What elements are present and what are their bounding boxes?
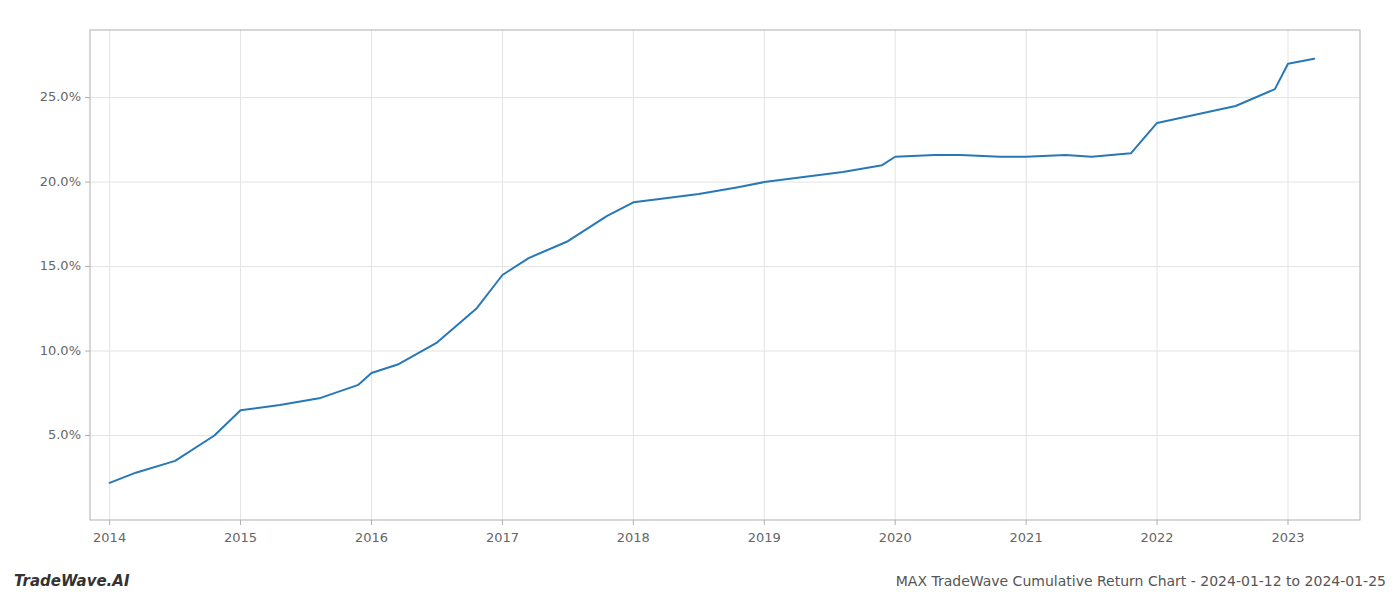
x-tick-label: 2017 — [486, 530, 519, 545]
x-tick — [895, 520, 896, 525]
y-grid-line — [90, 351, 1360, 352]
x-grid-line — [1157, 30, 1158, 520]
x-tick-label: 2021 — [1010, 530, 1043, 545]
x-tick — [1287, 520, 1288, 525]
y-tick — [85, 97, 90, 98]
y-tick-label: 25.0% — [40, 89, 81, 104]
ticks: 5.0% 10.0% 15.0% 20.0% 25.0% 2014 2015 2016 2017… — [40, 89, 1305, 545]
x-tick — [109, 520, 110, 525]
y-grid-line — [90, 435, 1360, 436]
series — [110, 59, 1315, 483]
x-grid-line — [633, 30, 634, 520]
x-tick — [633, 520, 634, 525]
x-tick-label: 2020 — [879, 530, 912, 545]
watermark: TradeWave.AI — [14, 572, 130, 590]
line — [110, 59, 1315, 483]
x-tick — [764, 520, 765, 525]
grid — [90, 30, 1360, 520]
chart: 5.0% 10.0% 15.0% 20.0% 25.0% 2014 2015 2016 2017… — [0, 0, 1400, 600]
background — [0, 0, 1400, 600]
x-grid-line — [1287, 30, 1288, 520]
y-grid-line — [90, 97, 1360, 98]
y-grid-line — [90, 182, 1360, 183]
title: MAX TradeWave Cumulative Return Chart - … — [896, 573, 1386, 589]
y-tick — [85, 351, 90, 352]
x-tick — [240, 520, 241, 525]
x-tick-label: 2015 — [224, 530, 257, 545]
x-tick-label: 2019 — [748, 530, 781, 545]
x-tick-label: 2014 — [93, 530, 126, 545]
x-tick-label: 2023 — [1271, 530, 1304, 545]
x-grid-line — [1026, 30, 1027, 520]
x-grid-line — [109, 30, 110, 520]
x-tick — [1157, 520, 1158, 525]
plot-frame — [90, 30, 1360, 520]
x-grid-line — [895, 30, 896, 520]
x-tick-label: 2018 — [617, 530, 650, 545]
y-tick-label: 15.0% — [40, 258, 81, 273]
x-tick — [502, 520, 503, 525]
y-tick-label: 20.0% — [40, 174, 81, 189]
y-tick — [85, 435, 90, 436]
x-tick-label: 2016 — [355, 530, 388, 545]
x-grid-line — [764, 30, 765, 520]
x-tick — [371, 520, 372, 525]
x-grid-line — [240, 30, 241, 520]
y-tick — [85, 266, 90, 267]
x-tick — [1026, 520, 1027, 525]
x-grid-line — [371, 30, 372, 520]
y-grid-line — [90, 266, 1360, 267]
y-tick — [85, 182, 90, 183]
y-tick-label: 10.0% — [40, 343, 81, 358]
y-tick-label: 5.0% — [48, 427, 81, 442]
x-tick-label: 2022 — [1141, 530, 1174, 545]
